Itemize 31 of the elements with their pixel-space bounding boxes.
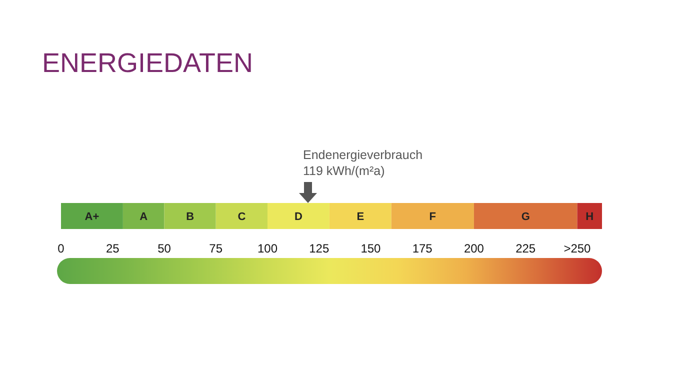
x-tick-label: 200	[464, 242, 484, 256]
bar	[267, 203, 330, 229]
bar	[329, 203, 392, 229]
series-label: D	[294, 210, 302, 223]
x-tick-label: 125	[309, 242, 330, 256]
series-label: A	[140, 210, 148, 223]
series-label: G	[521, 210, 530, 223]
x-tick-label: 100	[257, 242, 278, 256]
series-label: C	[238, 210, 246, 223]
bar	[122, 203, 164, 229]
x-tick-label: 150	[360, 242, 382, 256]
bar	[61, 203, 123, 229]
chart-title: ENERGIEDATEN	[42, 48, 254, 79]
series-label: A+	[84, 210, 100, 223]
x-tick-label: 50	[158, 242, 172, 256]
series-label: F	[429, 210, 436, 223]
series-label: B	[186, 210, 194, 223]
bar	[391, 203, 474, 229]
x-tick-label: 75	[209, 242, 223, 256]
series-label: H	[586, 210, 594, 223]
text: Endenergieverbrauch 119 kWh/(m²a)	[303, 147, 423, 179]
bar	[216, 203, 268, 229]
x-tick-label: 25	[106, 242, 120, 256]
bar	[474, 203, 578, 229]
x-tick-label: 225	[516, 242, 536, 256]
x-tick-label: 175	[412, 242, 433, 256]
series-label: E	[356, 210, 364, 223]
bar	[577, 203, 602, 229]
bar	[164, 203, 216, 229]
x-tick-label: 0	[58, 242, 65, 256]
x-tick-label: >250	[564, 242, 592, 256]
